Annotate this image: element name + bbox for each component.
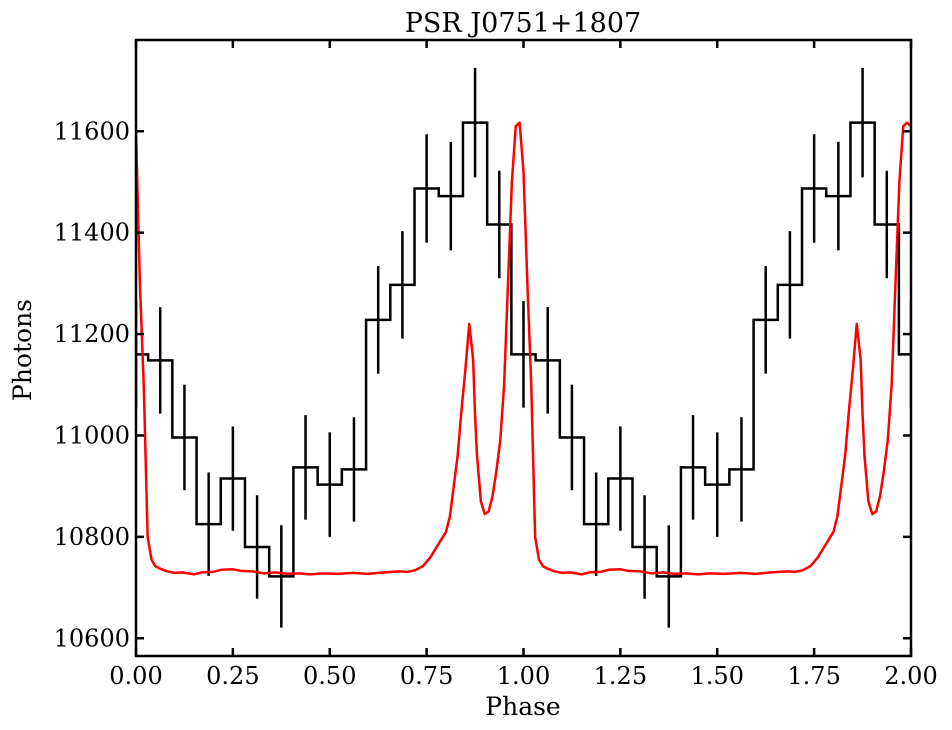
x-tick-label: 1.75 <box>787 662 840 690</box>
x-tick-label: 0.25 <box>206 662 259 690</box>
x-tick-label: 1.25 <box>594 662 647 690</box>
y-tick-label: 11200 <box>54 320 130 348</box>
y-tick-label: 11000 <box>54 421 130 449</box>
x-tick-label: 0.75 <box>400 662 453 690</box>
plot-area <box>136 67 911 628</box>
x-tick-label: 0.00 <box>109 662 162 690</box>
y-tick-label: 10600 <box>54 624 130 652</box>
template-curve <box>136 121 911 576</box>
y-tick-label: 11600 <box>54 117 130 145</box>
y-tick-label: 10800 <box>54 523 130 551</box>
chart-title: PSR J0751+1807 <box>405 8 641 39</box>
y-tick-label: 11400 <box>54 219 130 247</box>
series-group <box>136 67 911 628</box>
x-tick-label: 1.00 <box>497 662 550 690</box>
axis-ticks: 0.00 0.25 0.50 0.75 1.00 1.25 1.50 1.75 2.00 1060… <box>54 40 938 690</box>
x-tick-label: 2.00 <box>884 662 937 690</box>
y-axis-label: Photons <box>8 299 37 401</box>
plot-frame <box>134 38 913 658</box>
x-tick-label: 1.50 <box>691 662 744 690</box>
x-tick-label: 0.50 <box>303 662 356 690</box>
x-axis-label: Phase <box>485 692 560 721</box>
